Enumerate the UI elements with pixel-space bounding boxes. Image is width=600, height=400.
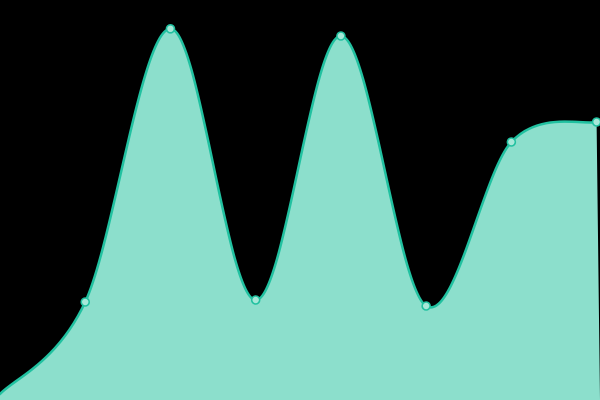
data-point-marker xyxy=(591,117,600,127)
area-line-path xyxy=(0,27,598,396)
data-point-markers xyxy=(80,23,600,311)
data-point-marker xyxy=(506,137,517,147)
data-point-marker xyxy=(250,295,261,305)
area-fill-path xyxy=(0,28,600,400)
data-point-marker xyxy=(336,31,346,41)
data-point-marker xyxy=(80,297,91,307)
data-point-marker xyxy=(165,23,176,34)
data-point-marker xyxy=(421,301,431,311)
